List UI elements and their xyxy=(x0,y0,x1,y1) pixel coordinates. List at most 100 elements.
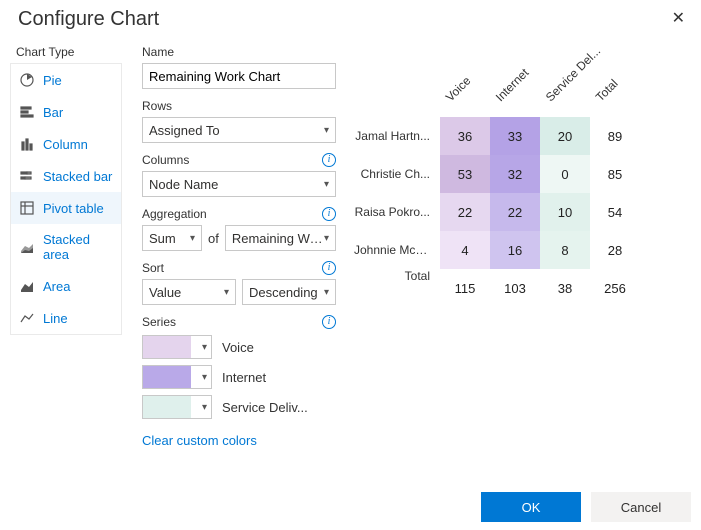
pivot-cell: 0 xyxy=(540,155,590,193)
pivot-cell: 89 xyxy=(590,117,640,155)
pivot-cell: 22 xyxy=(490,193,540,231)
series-label: Series i xyxy=(142,315,336,329)
sidebar-title: Chart Type xyxy=(6,43,126,63)
dialog-footer: OK Cancel xyxy=(481,492,691,522)
series-row: ▾ Voice xyxy=(142,335,336,359)
chart-type-label: Area xyxy=(43,279,70,294)
chart-type-label: Pivot table xyxy=(43,201,104,216)
clear-custom-colors-link[interactable]: Clear custom colors xyxy=(142,433,257,448)
pivot-cell: 256 xyxy=(590,269,640,307)
chart-preview: VoiceInternetService Del...TotalJamal Ha… xyxy=(344,43,695,448)
pivot-row: Jamal Hartn...36332089 xyxy=(354,117,689,155)
pivot-cell: 32 xyxy=(490,155,540,193)
chevron-down-icon: ▾ xyxy=(324,125,329,136)
line-icon xyxy=(19,310,35,326)
chart-type-line[interactable]: Line xyxy=(11,302,121,334)
chart-type-label: Stacked area xyxy=(43,232,113,262)
pivot-cell: 54 xyxy=(590,193,640,231)
pivot-col-header: Total xyxy=(580,72,625,117)
aggregation-label: Aggregation i xyxy=(142,207,336,221)
pivot-total-row: Total11510338256 xyxy=(354,269,689,307)
pivot-cell: 85 xyxy=(590,155,640,193)
name-label: Name xyxy=(142,45,336,59)
pivot-row: Raisa Pokro...22221054 xyxy=(354,193,689,231)
ok-button[interactable]: OK xyxy=(481,492,581,522)
pivot-cell: 36 xyxy=(440,117,490,155)
pivot-cell: 16 xyxy=(490,231,540,269)
sort-label: Sort i xyxy=(142,261,336,275)
chart-type-column[interactable]: Column xyxy=(11,128,121,160)
chevron-down-icon: ▾ xyxy=(202,402,207,413)
pivot-row-label: Total xyxy=(354,269,440,307)
rows-select[interactable]: Assigned To ▾ xyxy=(142,117,336,143)
series-row: ▾ Service Deliv... xyxy=(142,395,336,419)
series-color-select[interactable]: ▾ xyxy=(142,365,212,389)
aggregation-field-select[interactable]: Remaining Work ▾ xyxy=(225,225,336,251)
info-icon[interactable]: i xyxy=(322,207,336,221)
pivot-cell: 4 xyxy=(440,231,490,269)
pivot-row-label: Johnnie McL... xyxy=(354,243,440,257)
series-label: Service Deliv... xyxy=(222,400,308,415)
pivot-row-label: Jamal Hartn... xyxy=(354,129,440,143)
chart-type-pivot-table[interactable]: Pivot table xyxy=(11,192,121,224)
columns-select-value: Node Name xyxy=(149,177,218,192)
chevron-down-icon: ▾ xyxy=(224,287,229,298)
rows-select-value: Assigned To xyxy=(149,123,220,138)
pivot-cell: 28 xyxy=(590,231,640,269)
series-label: Internet xyxy=(222,370,266,385)
pivot-cell: 8 xyxy=(540,231,590,269)
chart-type-area[interactable]: Area xyxy=(11,270,121,302)
pivot-cell: 20 xyxy=(540,117,590,155)
of-label: of xyxy=(208,231,219,246)
column-icon xyxy=(19,136,35,152)
pivot-col-header: Internet xyxy=(480,72,525,117)
chevron-down-icon: ▾ xyxy=(324,179,329,190)
close-icon[interactable]: ✕ xyxy=(666,6,691,30)
pivot-row-label: Christie Ch... xyxy=(354,167,440,181)
dialog-title: Configure Chart xyxy=(0,0,701,33)
cancel-button[interactable]: Cancel xyxy=(591,492,691,522)
rows-label: Rows xyxy=(142,99,336,113)
columns-label: Columns i xyxy=(142,153,336,167)
series-row: ▾ Internet xyxy=(142,365,336,389)
chevron-down-icon: ▾ xyxy=(202,372,207,383)
aggregation-func-select[interactable]: Sum ▾ xyxy=(142,225,202,251)
sort-dir-select[interactable]: Descending ▾ xyxy=(242,279,336,305)
stacked-bar-icon xyxy=(19,168,35,184)
series-color-select[interactable]: ▾ xyxy=(142,335,212,359)
pivot-cell: 38 xyxy=(540,269,590,307)
chart-type-list: Pie Bar Column Stacked bar Pivot table Stacke… xyxy=(10,63,122,335)
chevron-down-icon: ▾ xyxy=(202,342,207,353)
chevron-down-icon: ▾ xyxy=(324,233,329,244)
config-form: Name Rows Assigned To ▾ Columns i Node N… xyxy=(126,43,344,448)
pivot-table: VoiceInternetService Del...TotalJamal Ha… xyxy=(354,53,689,307)
chart-type-label: Bar xyxy=(43,105,63,120)
name-input[interactable] xyxy=(142,63,336,89)
columns-select[interactable]: Node Name ▾ xyxy=(142,171,336,197)
pivot-icon xyxy=(19,200,35,216)
info-icon[interactable]: i xyxy=(322,315,336,329)
info-icon[interactable]: i xyxy=(322,261,336,275)
chart-type-pie[interactable]: Pie xyxy=(11,64,121,96)
pivot-cell: 115 xyxy=(440,269,490,307)
chevron-down-icon: ▾ xyxy=(190,233,195,244)
pivot-cell: 103 xyxy=(490,269,540,307)
area-icon xyxy=(19,278,35,294)
chart-type-label: Column xyxy=(43,137,88,152)
pivot-cell: 10 xyxy=(540,193,590,231)
sort-by-select[interactable]: Value ▾ xyxy=(142,279,236,305)
chart-type-label: Line xyxy=(43,311,68,326)
info-icon[interactable]: i xyxy=(322,153,336,167)
bar-h-icon xyxy=(19,104,35,120)
series-color-select[interactable]: ▾ xyxy=(142,395,212,419)
chart-type-sidebar: Chart Type Pie Bar Column Stacked bar Pivot … xyxy=(6,43,126,448)
chart-type-stacked-bar[interactable]: Stacked bar xyxy=(11,160,121,192)
pivot-row-label: Raisa Pokro... xyxy=(354,205,440,219)
chevron-down-icon: ▾ xyxy=(324,287,329,298)
series-label: Voice xyxy=(222,340,254,355)
pivot-col-header: Voice xyxy=(430,72,475,117)
pivot-row: Johnnie McL...416828 xyxy=(354,231,689,269)
pivot-cell: 22 xyxy=(440,193,490,231)
chart-type-stacked-area[interactable]: Stacked area xyxy=(11,224,121,270)
chart-type-bar[interactable]: Bar xyxy=(11,96,121,128)
